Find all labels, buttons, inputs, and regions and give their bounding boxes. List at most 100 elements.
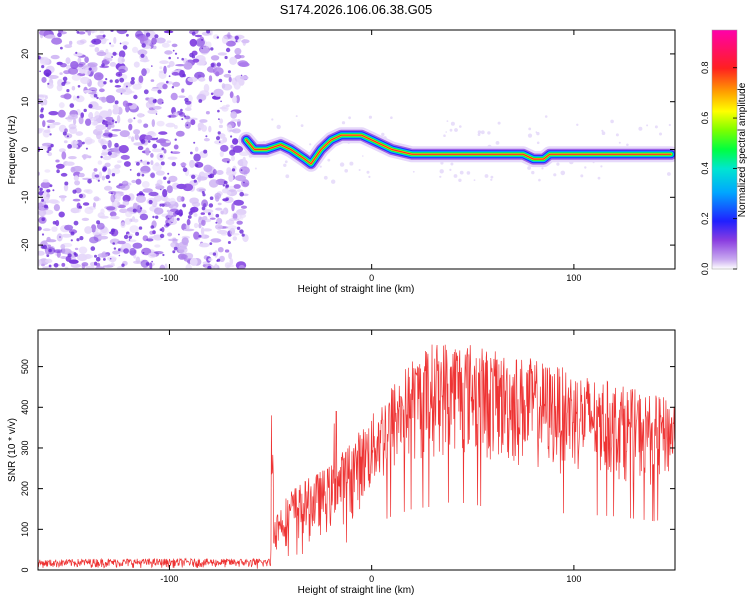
noise-blob — [221, 35, 229, 45]
noise-speckle — [202, 193, 206, 197]
colorbar-gradient — [712, 30, 737, 269]
trace-halo-speckle — [276, 124, 281, 130]
colorbar-tick-label: 0.4 — [700, 162, 710, 175]
noise-blob — [127, 118, 133, 123]
noise-blob — [147, 131, 155, 135]
noise-blob — [139, 213, 149, 221]
noise-speckle — [93, 93, 98, 98]
noise-blob — [189, 159, 195, 168]
noise-blob — [38, 250, 45, 256]
noise-blob — [231, 155, 235, 162]
trace-halo-speckle — [466, 171, 471, 175]
trace-halo-speckle — [341, 121, 346, 125]
noise-blob — [95, 176, 100, 181]
noise-blob — [114, 85, 122, 88]
snr-frame — [37, 329, 676, 571]
noise-blob — [104, 162, 111, 168]
noise-blob — [81, 217, 90, 221]
noise-blob — [178, 246, 188, 254]
noise-speckle — [182, 203, 187, 208]
noise-blob — [40, 181, 51, 189]
noise-speckle — [135, 231, 140, 236]
noise-speckle — [119, 77, 125, 83]
noise-blob — [223, 73, 232, 78]
noise-blob — [82, 154, 87, 160]
noise-blob — [38, 128, 43, 134]
noise-blob — [74, 180, 81, 186]
noise-blob — [208, 125, 212, 133]
noise-blob — [241, 205, 247, 209]
noise-blob — [92, 202, 96, 208]
noise-blob — [121, 41, 129, 46]
noise-blob — [199, 119, 208, 123]
noise-speckle — [102, 119, 105, 122]
noise-blob — [180, 254, 188, 259]
noise-blob — [131, 179, 137, 184]
noise-blob — [43, 98, 48, 106]
noise-blob — [215, 224, 223, 230]
noise-blob — [119, 130, 130, 138]
noise-speckle — [220, 100, 222, 103]
noise-blob — [122, 200, 130, 206]
noise-speckle — [173, 246, 178, 251]
noise-blob — [155, 170, 165, 176]
trace-halo-speckle — [490, 175, 494, 179]
noise-speckle — [159, 204, 162, 207]
noise-blob — [75, 95, 85, 103]
noise-blob — [74, 141, 79, 144]
trace-halo-speckle — [390, 116, 393, 119]
trace-halo-speckle — [358, 169, 361, 171]
noise-blob — [209, 217, 216, 220]
noise-speckle — [39, 113, 45, 119]
noise-speckle — [140, 53, 145, 58]
noise-blob — [133, 61, 140, 68]
trace-halo-speckle — [366, 170, 370, 174]
noise-blob — [216, 170, 224, 175]
noise-blob — [225, 40, 236, 47]
noise-speckle — [47, 147, 52, 151]
noise-blob — [109, 238, 120, 245]
trace-halo-speckle — [646, 124, 649, 127]
trace-halo-speckle — [309, 143, 312, 146]
noise-blob — [215, 207, 223, 211]
noise-blob — [221, 105, 229, 112]
noise-blob — [165, 140, 171, 143]
noise-blob — [138, 75, 144, 83]
noise-blob — [60, 172, 68, 177]
noise-speckle — [190, 151, 193, 155]
noise-speckle — [222, 184, 225, 187]
noise-blob — [232, 95, 238, 104]
noise-speckle — [41, 217, 45, 222]
noise-speckle — [188, 211, 193, 216]
noise-blob — [219, 255, 225, 263]
noise-blob — [200, 171, 205, 178]
noise-blob — [55, 163, 65, 169]
noise-blob — [172, 81, 181, 87]
noise-blob — [230, 144, 234, 149]
noise-speckle — [87, 179, 92, 184]
noise-blob — [118, 183, 123, 186]
noise-speckle — [152, 143, 158, 149]
noise-blob — [210, 55, 220, 61]
noise-blob — [219, 150, 224, 157]
noise-blob — [80, 76, 90, 85]
colorbar-frame — [711, 29, 738, 270]
trace-halo-speckle — [560, 170, 566, 176]
noise-speckle — [172, 250, 176, 254]
noise-blob — [242, 193, 249, 197]
noise-blob — [121, 180, 129, 187]
noise-blob — [118, 50, 126, 58]
noise-blob — [111, 129, 122, 132]
noise-blob — [217, 52, 227, 56]
noise-blob — [84, 56, 89, 63]
trace-halo-speckle — [538, 178, 541, 182]
noise-speckle — [133, 94, 138, 100]
noise-speckle — [230, 135, 233, 138]
noise-speckle — [129, 169, 132, 171]
trace-halo-speckle — [477, 130, 482, 134]
noise-blob — [128, 135, 132, 139]
noise-blob — [58, 211, 65, 218]
noise-blob — [236, 220, 243, 225]
noise-blob — [109, 211, 117, 217]
y-tick-label: -10 — [20, 191, 30, 204]
